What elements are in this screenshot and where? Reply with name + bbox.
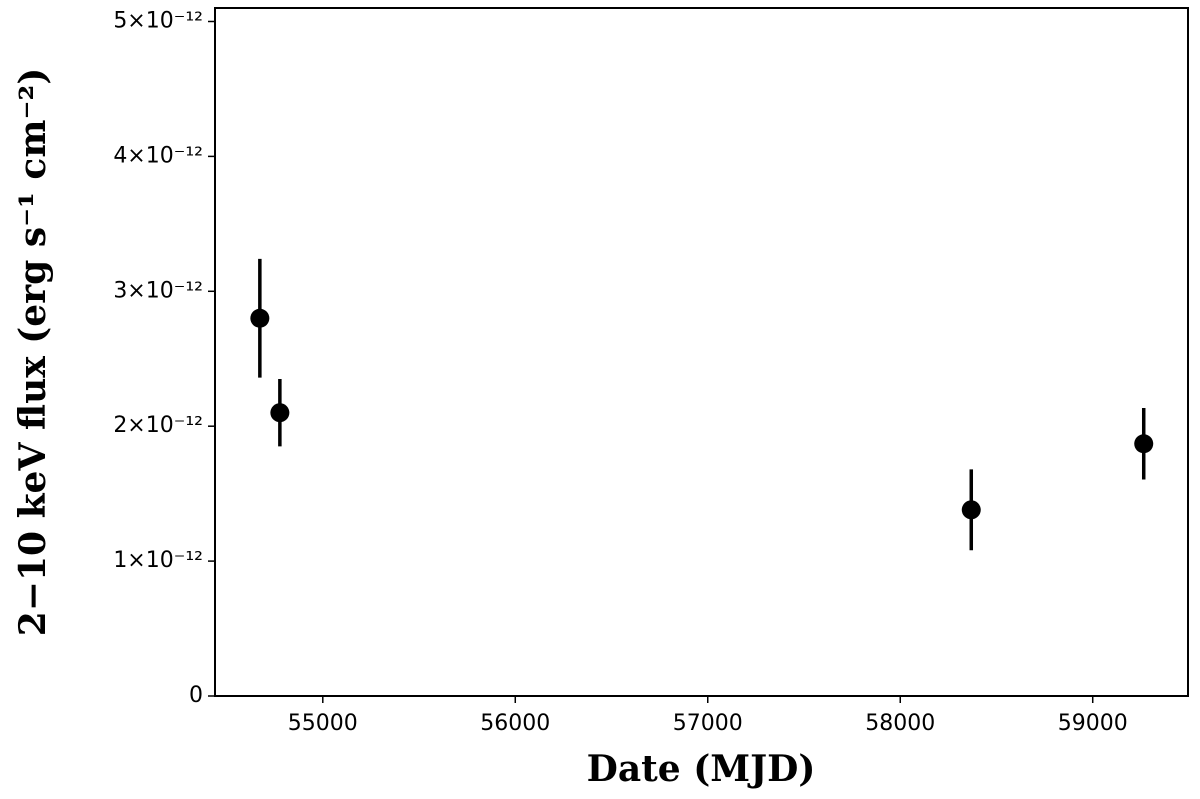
y-tick-label: 3×10⁻¹² xyxy=(113,278,203,303)
y-axis-title: 2−10 keV flux (erg s⁻¹ cm⁻²) xyxy=(12,68,54,637)
y-tick-label: 0 xyxy=(189,683,203,708)
data-point xyxy=(270,403,290,423)
x-axis-title: Date (MJD) xyxy=(587,748,816,790)
y-tick-label: 1×10⁻¹² xyxy=(113,548,203,573)
x-tick-label: 58000 xyxy=(865,711,935,736)
y-tick-label: 5×10⁻¹² xyxy=(113,8,203,33)
x-tick-label: 59000 xyxy=(1058,711,1128,736)
data-point xyxy=(250,308,270,328)
y-tick-label: 2×10⁻¹² xyxy=(113,413,203,438)
data-point xyxy=(1134,434,1154,454)
y-tick-label: 4×10⁻¹² xyxy=(113,143,203,168)
x-tick-label: 57000 xyxy=(673,711,743,736)
plot-frame xyxy=(214,7,1189,697)
x-tick-label: 55000 xyxy=(288,711,358,736)
x-tick-label: 56000 xyxy=(480,711,550,736)
data-point xyxy=(961,500,981,520)
